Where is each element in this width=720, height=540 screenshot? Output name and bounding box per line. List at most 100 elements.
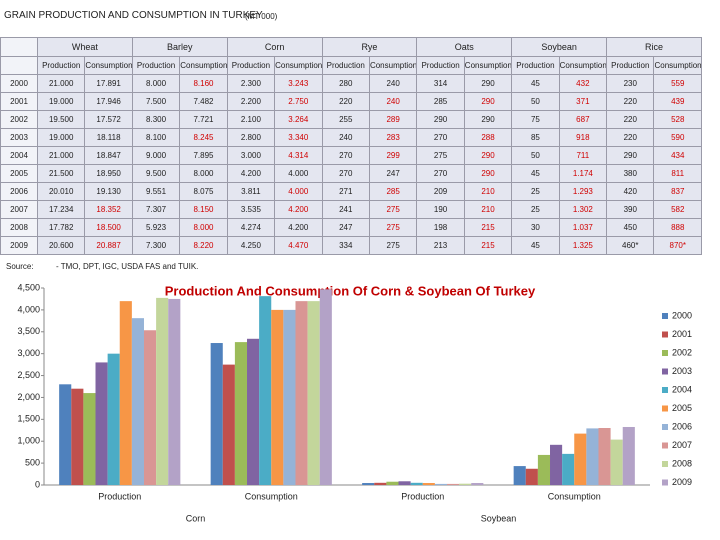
value-cell: 20.887 bbox=[84, 236, 133, 255]
bar bbox=[598, 428, 611, 485]
legend-label: 2003 bbox=[672, 366, 692, 376]
bar bbox=[537, 454, 551, 485]
subheader: Consumption bbox=[179, 56, 228, 75]
bar bbox=[271, 309, 284, 485]
bar bbox=[410, 482, 423, 485]
y-tick-label: 0 bbox=[35, 479, 40, 489]
subheader: Consumption bbox=[368, 56, 418, 75]
value-cell: 17.891 bbox=[84, 74, 133, 93]
source-text: - TMO, DPT, IGC, USDA FAS and TUIK. bbox=[56, 262, 199, 271]
bar bbox=[247, 338, 260, 485]
value-cell: 4.200 bbox=[226, 164, 276, 183]
data-row: 2003 19.000 18.118 8.100 8.245 2.800 3.340 240 2… bbox=[0, 128, 702, 147]
data-row: 2000 21.000 17.891 8.000 8.160 2.300 3.243 280 2… bbox=[0, 74, 702, 93]
value-cell: 19.000 bbox=[36, 128, 86, 147]
bar bbox=[107, 353, 120, 485]
value-cell: 1.325 bbox=[558, 236, 608, 255]
corner-cell bbox=[0, 37, 38, 57]
bar bbox=[319, 289, 332, 485]
bar bbox=[83, 393, 96, 485]
subheader: Production bbox=[226, 56, 276, 75]
value-cell: 17.234 bbox=[36, 200, 86, 219]
bar bbox=[513, 466, 526, 485]
value-cell: 8.150 bbox=[179, 200, 228, 219]
value-cell: 45 bbox=[511, 236, 560, 255]
legend-swatch bbox=[662, 331, 668, 338]
legend-swatch bbox=[662, 461, 668, 467]
table-unit: (MT 000) bbox=[245, 12, 278, 21]
value-cell: 17.782 bbox=[36, 218, 86, 237]
legend-label: 2002 bbox=[672, 347, 692, 357]
data-row: 2008 17.782 18.500 5.923 8.000 4.274 4.200 247 2… bbox=[0, 218, 702, 237]
bar bbox=[586, 428, 599, 485]
bar bbox=[259, 296, 272, 485]
bar bbox=[210, 343, 223, 485]
value-cell: 3.000 bbox=[226, 146, 276, 165]
value-cell: 270 bbox=[416, 164, 465, 183]
bar bbox=[446, 483, 460, 485]
bar bbox=[95, 362, 108, 485]
data-row: 2002 19.500 17.572 8.300 7.721 2.100 3.264 255 2… bbox=[0, 110, 702, 129]
legend-swatch bbox=[662, 368, 668, 375]
value-cell: 8.245 bbox=[179, 128, 228, 147]
legend-swatch bbox=[662, 424, 668, 430]
value-cell: 190 bbox=[416, 200, 465, 219]
y-tick-label: 2,500 bbox=[17, 370, 40, 380]
legend-swatch bbox=[662, 350, 668, 356]
legend-label: 2004 bbox=[672, 384, 692, 394]
legend-label: 2001 bbox=[672, 329, 692, 339]
value-cell: 2.800 bbox=[226, 128, 276, 147]
bar bbox=[386, 481, 399, 485]
bar bbox=[434, 483, 447, 485]
bar bbox=[471, 483, 484, 485]
value-cell: 275 bbox=[416, 146, 465, 165]
bar bbox=[131, 318, 144, 485]
value-cell: 450 bbox=[606, 218, 655, 237]
data-row: 2005 21.500 18.950 9.500 8.000 4.200 4.000 270 2… bbox=[0, 164, 702, 183]
value-cell: 7.500 bbox=[131, 92, 181, 111]
group-header: Oats bbox=[416, 37, 513, 57]
value-cell: 247 bbox=[321, 218, 370, 237]
bar bbox=[622, 426, 635, 485]
value-cell: 4.000 bbox=[274, 164, 323, 183]
legend-swatch bbox=[662, 405, 668, 412]
legend-swatch bbox=[662, 313, 668, 319]
value-cell: 45 bbox=[511, 74, 560, 93]
value-cell: 4.314 bbox=[274, 146, 323, 165]
year-cell: 2009 bbox=[0, 236, 38, 255]
data-row: 2009 20.600 20.887 7.300 8.220 4.250 4.470 334 2… bbox=[0, 236, 702, 255]
value-cell: 8.075 bbox=[179, 182, 228, 201]
value-cell: 247 bbox=[368, 164, 418, 183]
value-cell: 2.200 bbox=[226, 92, 276, 111]
y-tick-label: 2,000 bbox=[17, 392, 40, 402]
bar bbox=[525, 468, 538, 485]
value-cell: 8.220 bbox=[179, 236, 228, 255]
subheader: Production bbox=[606, 56, 655, 75]
chart-title: Production And Consumption Of Corn & Soy… bbox=[165, 283, 536, 298]
value-cell: 2.750 bbox=[274, 92, 323, 111]
bar bbox=[362, 483, 375, 485]
value-cell: 255 bbox=[321, 110, 370, 129]
value-cell: 19.130 bbox=[84, 182, 133, 201]
grain-table: Wheat Barley Corn Rye Oats Soybean Rice Product… bbox=[0, 37, 702, 255]
legend-swatch bbox=[662, 442, 668, 449]
value-cell: 25 bbox=[511, 182, 560, 201]
value-cell: 275 bbox=[368, 236, 418, 255]
x-tick-label: Consumption bbox=[245, 491, 298, 501]
table-title: GRAIN PRODUCTION AND CONSUMPTION IN TURK… bbox=[4, 10, 263, 21]
value-cell: 85 bbox=[511, 128, 560, 147]
legend-label: 2009 bbox=[672, 477, 692, 487]
value-cell: 460* bbox=[606, 236, 655, 255]
value-cell: 811 bbox=[653, 164, 702, 183]
bar bbox=[59, 384, 72, 485]
bar bbox=[610, 439, 623, 485]
y-tick-label: 3,000 bbox=[17, 348, 40, 358]
y-tick-label: 1,500 bbox=[17, 414, 40, 424]
bar bbox=[459, 483, 472, 485]
value-cell: 4.200 bbox=[274, 200, 323, 219]
value-cell: 290 bbox=[463, 110, 513, 129]
bar bbox=[156, 297, 169, 485]
year-cell: 2000 bbox=[0, 74, 38, 93]
y-tick-label: 4,000 bbox=[17, 304, 40, 314]
